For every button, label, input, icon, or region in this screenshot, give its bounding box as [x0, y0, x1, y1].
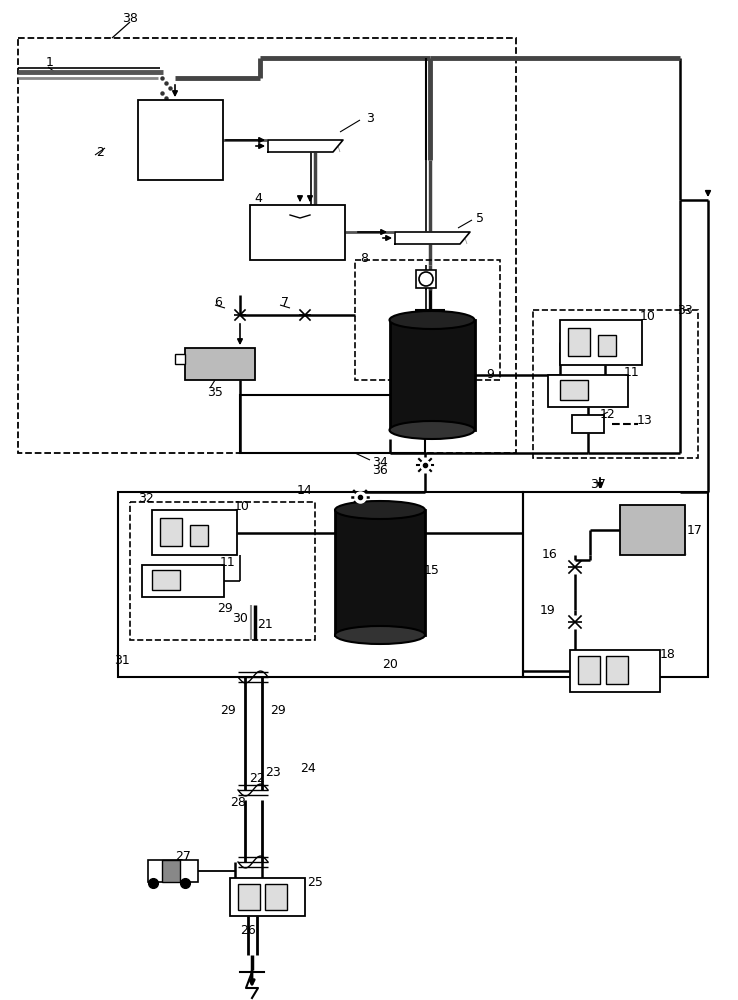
Bar [142, 565, 224, 597]
Text: 19: 19 [540, 603, 556, 616]
Bar [18, 38, 516, 453]
Bar [190, 525, 208, 546]
Bar [162, 860, 180, 882]
Text: 36: 36 [372, 464, 388, 477]
Text: 10: 10 [234, 499, 250, 512]
Bar [572, 415, 604, 433]
Text: 12: 12 [600, 408, 616, 422]
Text: 1: 1 [46, 56, 54, 70]
Text: 27: 27 [175, 850, 191, 863]
Bar [335, 510, 425, 635]
Text: 23: 23 [265, 766, 281, 778]
Text: 35: 35 [207, 385, 223, 398]
Bar [578, 656, 600, 684]
Ellipse shape [390, 421, 475, 439]
Text: 6: 6 [214, 296, 222, 308]
Bar [570, 650, 660, 692]
Polygon shape [268, 140, 343, 152]
Text: 13: 13 [637, 414, 653, 428]
Text: 16: 16 [542, 548, 558, 562]
Text: 28: 28 [230, 796, 246, 808]
Bar [598, 335, 616, 356]
Bar [250, 205, 345, 260]
Text: 11: 11 [220, 556, 236, 570]
Bar [238, 884, 260, 910]
Text: 14: 14 [297, 484, 313, 496]
Text: 3: 3 [366, 111, 374, 124]
Text: 8: 8 [360, 251, 368, 264]
Bar [118, 492, 523, 677]
Text: 29: 29 [270, 704, 286, 716]
Text: 21: 21 [257, 618, 273, 632]
Text: 11: 11 [624, 366, 640, 379]
Bar [355, 260, 500, 380]
Text: 20: 20 [382, 658, 398, 672]
Bar [148, 860, 198, 882]
Text: 5: 5 [476, 212, 484, 225]
Bar [265, 884, 287, 910]
Text: 29: 29 [220, 704, 236, 716]
Bar [390, 320, 475, 430]
Text: 9: 9 [486, 368, 494, 381]
Bar [152, 570, 180, 590]
Text: 15: 15 [424, 564, 440, 576]
Text: 34: 34 [372, 456, 388, 470]
Bar [130, 502, 315, 640]
Bar [416, 270, 436, 288]
Bar [230, 878, 305, 916]
Bar [548, 375, 628, 407]
Ellipse shape [335, 626, 425, 644]
Text: 31: 31 [114, 654, 130, 666]
Bar [606, 656, 628, 684]
Bar [152, 510, 237, 555]
Bar [175, 354, 185, 364]
Ellipse shape [335, 501, 425, 519]
Bar [240, 395, 425, 453]
Text: 18: 18 [660, 648, 676, 662]
Bar [533, 310, 698, 458]
Bar [138, 100, 223, 180]
Text: 17: 17 [687, 524, 703, 536]
Bar [568, 328, 590, 356]
Text: 7: 7 [281, 296, 289, 308]
Bar [560, 320, 642, 365]
Bar [185, 348, 255, 380]
Text: 38: 38 [122, 11, 138, 24]
Text: 26: 26 [240, 924, 256, 936]
Polygon shape [395, 232, 470, 244]
Text: 30: 30 [232, 611, 248, 624]
Bar [523, 492, 708, 677]
Text: 4: 4 [254, 192, 262, 205]
Text: 25: 25 [307, 876, 323, 888]
Bar [160, 518, 182, 546]
Text: 10: 10 [640, 310, 656, 322]
Text: 32: 32 [138, 491, 154, 504]
Text: 22: 22 [249, 772, 265, 784]
Bar [620, 505, 685, 555]
Text: 2: 2 [96, 145, 104, 158]
Bar [560, 380, 588, 400]
Ellipse shape [390, 311, 475, 329]
Text: 29: 29 [217, 601, 233, 614]
Text: 37: 37 [590, 478, 606, 490]
Text: 33: 33 [677, 304, 693, 316]
Text: 24: 24 [300, 762, 316, 774]
